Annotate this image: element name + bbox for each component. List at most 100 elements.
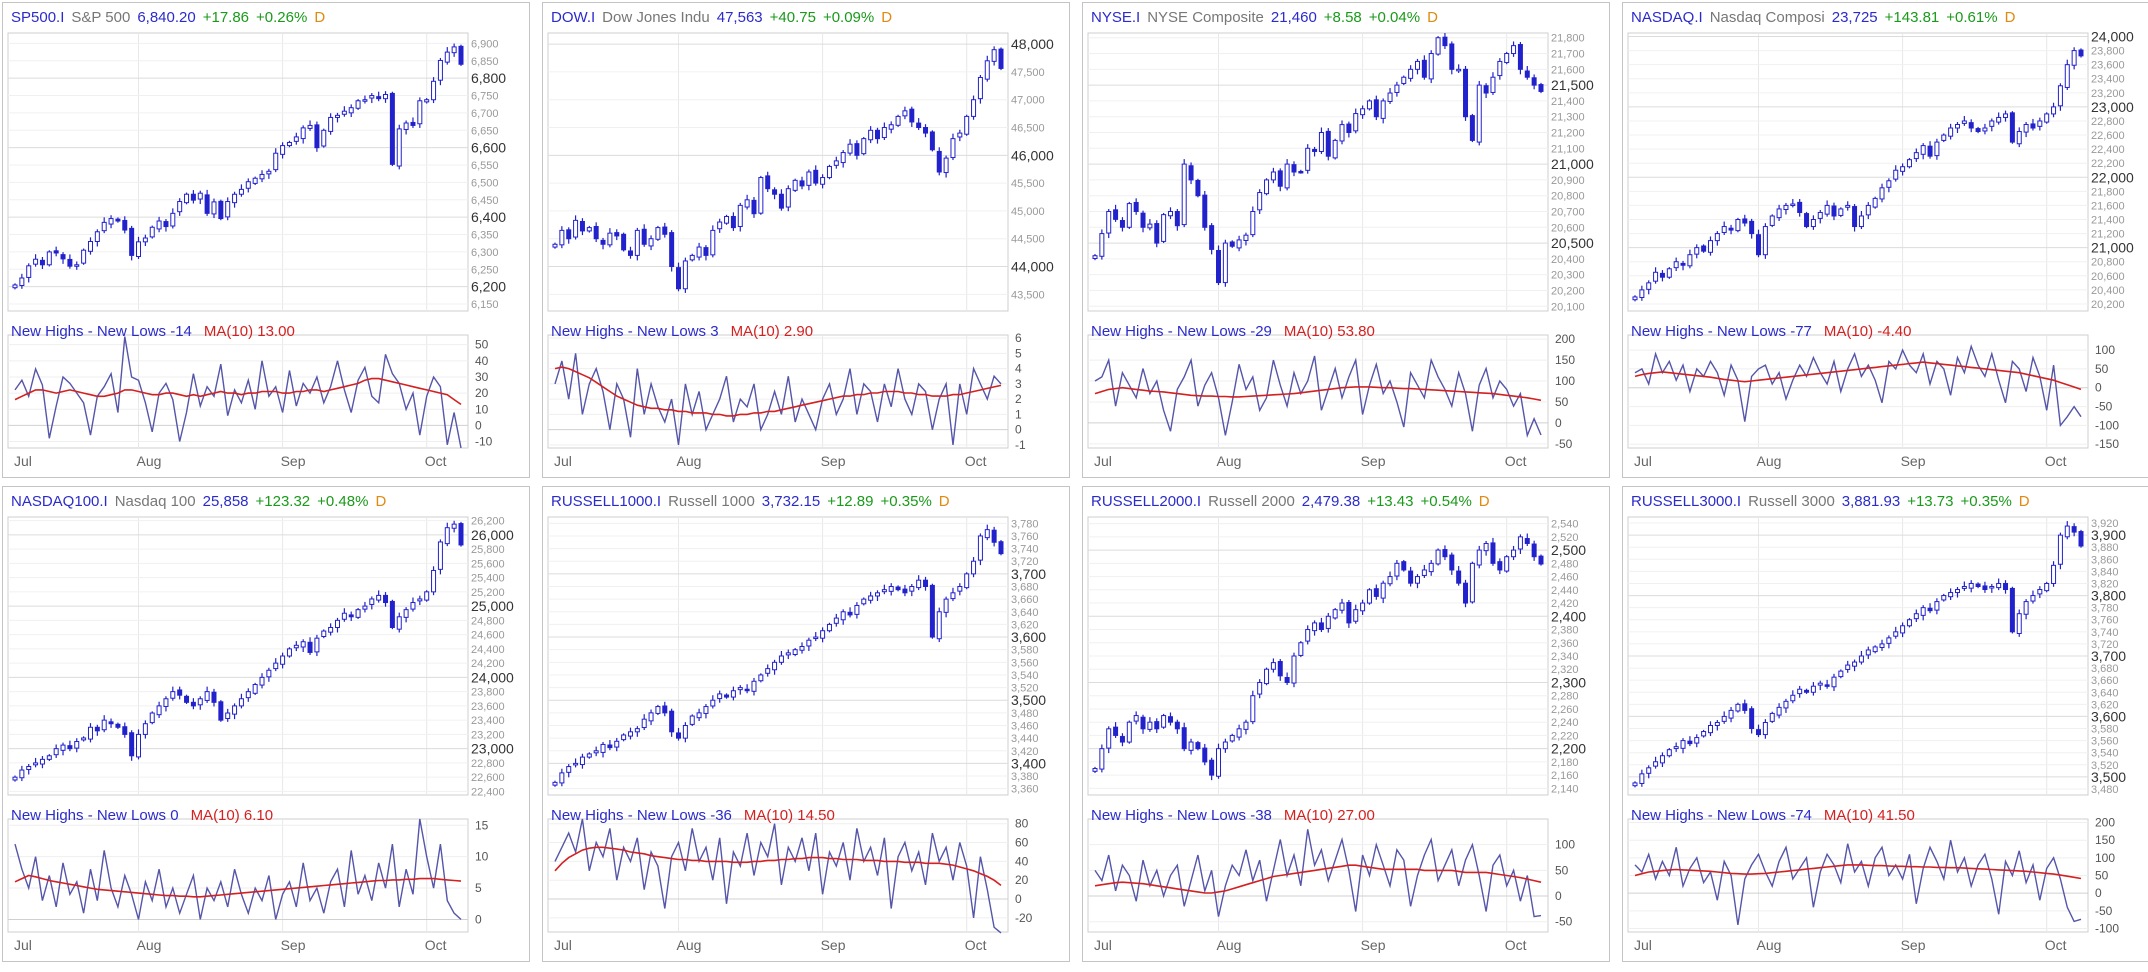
candle-body	[1305, 629, 1311, 642]
candle-body	[19, 769, 25, 779]
frequency-label[interactable]: D	[2004, 9, 2016, 26]
frequency-label[interactable]: D	[1427, 9, 1438, 26]
price-plot-area	[547, 516, 1009, 796]
chart-canvas[interactable]: Jul Aug Sep Oct 48,000 47,500 47,000 46,500 46,0…	[543, 3, 1071, 479]
indicator-tick-label: 0	[475, 912, 482, 926]
indicator-header: New Highs - New Lows -38 MA(10) 27.00	[1091, 806, 1375, 826]
month-tick-label: Aug	[677, 937, 702, 953]
symbol-label[interactable]: NASDAQ100.I	[11, 493, 108, 510]
candle-body	[1653, 761, 1659, 767]
candle-body	[1653, 271, 1659, 282]
price-tick-label: 3,700	[1011, 566, 1046, 582]
candle-body	[1222, 741, 1228, 750]
price-tick-label: 2,500	[1551, 542, 1586, 558]
chart-panel-sp500i[interactable]: Jul Aug Sep Oct 6,900 6,850 6,800 6,750 6,700 6,6…	[2, 2, 530, 478]
candle-body	[627, 250, 633, 256]
symbol-label[interactable]: SP500.I	[11, 9, 65, 26]
candle-body	[1646, 282, 1652, 290]
candle-body	[1852, 661, 1858, 667]
price-tick-label: 3,720	[2091, 639, 2119, 651]
candle-body	[163, 221, 169, 228]
candle-body	[259, 173, 265, 180]
candle-body	[1154, 223, 1160, 244]
symbol-label[interactable]: RUSSELL2000.I	[1091, 493, 1202, 510]
price-tick-label: 2,540	[1551, 519, 1579, 531]
price-tick-label: 25,400	[471, 573, 505, 585]
chart-canvas[interactable]: Jul Aug Sep Oct2,5402,5202,5002,4802,4602,4…	[1083, 487, 1611, 963]
candle-body	[1408, 570, 1414, 584]
candle-body	[451, 523, 457, 529]
price-plot-area	[7, 32, 469, 312]
price-tick-label: 6,450	[471, 195, 499, 207]
frequency-label[interactable]: D	[938, 493, 950, 510]
candle-body	[1511, 549, 1517, 558]
frequency-label[interactable]: D	[375, 493, 387, 510]
candle-body	[888, 586, 894, 592]
frequency-label[interactable]: D	[881, 9, 893, 26]
candle-body	[1497, 60, 1503, 77]
candle-body	[1735, 703, 1741, 712]
candle-body	[1721, 226, 1727, 233]
chart-canvas[interactable]: Jul Aug Sep Oct3,7803,7603,7403,7203,7003,6…	[543, 487, 1071, 963]
chart-canvas[interactable]: Jul Aug Sep Oct3,9203,9003,8803,8603,8403,8…	[1623, 487, 2148, 963]
indicator-tick-label: -150	[2095, 437, 2119, 451]
candle-body	[218, 200, 224, 220]
candle-body	[902, 110, 908, 117]
candle-body	[1989, 120, 1995, 127]
price-tick-label: 21,000	[1551, 156, 1594, 172]
candle-body	[1188, 165, 1194, 181]
symbol-label[interactable]: DOW.I	[551, 9, 596, 26]
symbol-label[interactable]: RUSSELL3000.I	[1631, 493, 1742, 510]
candle-body	[916, 579, 922, 589]
frequency-label[interactable]: D	[1478, 493, 1490, 510]
candle-body	[909, 108, 915, 123]
candle-body	[1133, 715, 1139, 722]
candle-body	[1927, 145, 1933, 157]
candle-body	[1463, 68, 1469, 118]
chart-panel-nasdaq100i[interactable]: Jul Aug Sep Oct 26,200 26,000 25,800 25,600 25,4…	[2, 486, 530, 962]
candle-body	[2064, 64, 2070, 88]
symbol-label[interactable]: NASDAQ.I	[1631, 9, 1703, 26]
chart-panel-russell1000i[interactable]: Jul Aug Sep Oct 3,780 3,760 3,740 3,720 3,700 3,6…	[542, 486, 1070, 962]
candle-body	[184, 193, 190, 204]
candle-body	[861, 138, 867, 155]
candle-body	[662, 226, 668, 235]
candle-body	[2003, 113, 2009, 118]
candle-body	[1195, 179, 1201, 197]
chart-panel-russell2000i[interactable]: Jul Aug Sep Oct 2,540 2,520 2,500 2,480 2,460 2,4…	[1082, 486, 1610, 962]
candle-body	[2016, 613, 2022, 634]
candle-body	[1435, 37, 1441, 55]
candle-body	[600, 239, 606, 245]
candle-body	[362, 99, 368, 102]
chart-canvas[interactable]: Jul Aug Sep Oct 6,900 6,850 6,800 6,750 6,700 6,6…	[3, 3, 531, 479]
price-tick-label: 3,740	[2091, 627, 2119, 639]
candle-body	[1804, 213, 1810, 228]
index-name: Nasdaq 100	[114, 493, 196, 510]
price-tick-label: 23,600	[2091, 60, 2125, 72]
chart-panel-nasdaqi[interactable]: Jul Aug Sep Oct 24,000 23,800 23,600 23,400 23,2…	[1622, 2, 2148, 478]
candle-body	[211, 691, 217, 703]
price-tick-label: 20,800	[2091, 257, 2125, 269]
candle-body	[1817, 211, 1823, 219]
symbol-label[interactable]: RUSSELL1000.I	[551, 493, 662, 510]
indicator-plot-area	[1627, 334, 2089, 449]
candle-body	[1886, 637, 1892, 644]
candle-body	[1202, 747, 1208, 763]
chart-panel-dowi[interactable]: Jul Aug Sep Oct 48,000 47,500 47,000 46,500 46,0…	[542, 2, 1070, 478]
price-tick-label: 48,000	[1011, 36, 1054, 52]
indicator-tick-label: 1	[1015, 407, 1022, 421]
frequency-label[interactable]: D	[2018, 493, 2030, 510]
month-tick-label: Aug	[1217, 937, 1242, 953]
candle-body	[1996, 582, 2002, 589]
chart-panel-nysei[interactable]: Jul Aug Sep Oct 21,800 21,700 21,600 21,500 21,4…	[1082, 2, 1610, 478]
frequency-label[interactable]: D	[314, 9, 326, 26]
candle-body	[1133, 201, 1139, 212]
candle-body	[396, 128, 402, 167]
candle-body	[1797, 201, 1803, 213]
symbol-label[interactable]: NYSE.I	[1091, 9, 1141, 26]
candle-body	[321, 630, 327, 638]
chart-panel-russell3000i[interactable]: Jul Aug Sep Oct 3,920 3,900 3,880 3,860 3,840 3,8…	[1622, 486, 2148, 962]
